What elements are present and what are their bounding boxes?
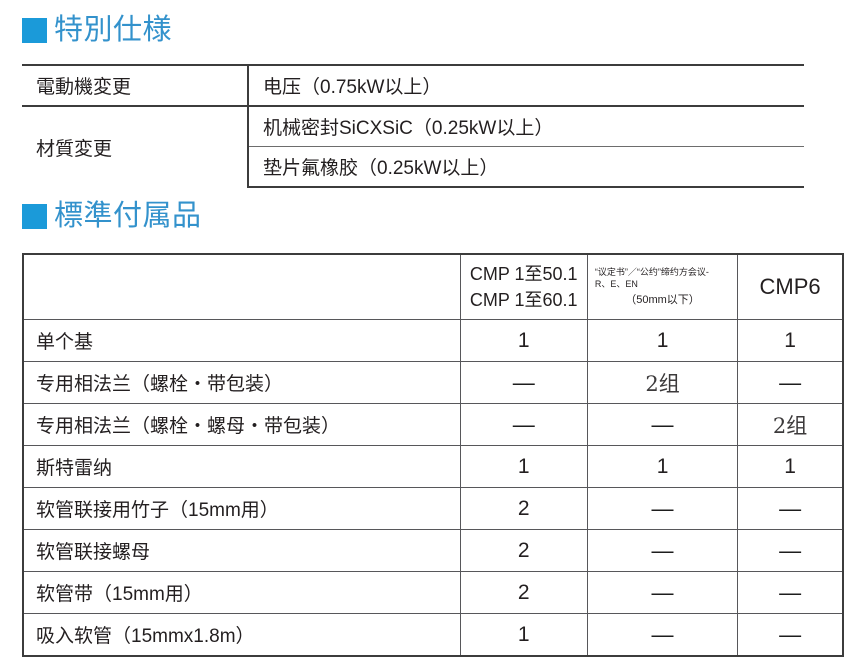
accessory-qty-protocol: —	[586, 529, 739, 572]
column-header-protocol: “议定书”／“公约”缔约方会议- R、E、EN （50mm以下）	[586, 253, 739, 320]
spec-value-mechanical-seal: 机械密封SiCXSiC（0.25kW以上）	[248, 106, 804, 147]
accessory-qty-protocol: —	[586, 571, 739, 614]
accessory-qty-cmp6: —	[737, 487, 844, 530]
column-header-name	[22, 253, 461, 320]
blue-square-marker-icon	[22, 18, 47, 43]
accessory-name: 专用相法兰（螺栓・螺母・带包装）	[22, 403, 461, 446]
section-title-standard: 標準付属品	[54, 200, 202, 232]
table-row: 软管联接用竹子（15mm用） 2— —	[22, 487, 844, 530]
accessory-qty-cmp-range: 1	[459, 613, 588, 657]
accessory-qty-cmp6: —	[737, 529, 844, 572]
table-row: 软管联接螺母 2— —	[22, 529, 844, 572]
accessory-qty-cmp-range: 1	[459, 445, 588, 488]
accessory-qty-cmp6: —	[737, 361, 844, 404]
table-row: 材質変更 机械密封SiCXSiC（0.25kW以上）	[22, 106, 804, 187]
blue-square-marker-icon	[22, 204, 47, 229]
column-header-cmp6: CMP6	[737, 253, 844, 320]
accessory-qty-protocol: —	[586, 613, 739, 657]
special-specifications-table: 電動機変更 电压（0.75kW以上） 材質変更 机械密封SiCXSiC（0.25…	[22, 64, 804, 188]
spec-value-voltage: 电压（0.75kW以上）	[248, 64, 804, 107]
accessory-qty-protocol: 2组	[586, 361, 739, 404]
table-header-row: CMP 1至50.1 CMP 1至60.1 “议定书”／“公约”缔约方会议- R…	[22, 253, 844, 320]
accessories-table-body: 单个基 1 1 1 专用相法兰（螺栓・带包装） —2组 — 专用相法兰（螺栓・螺母・带包装） —…	[22, 319, 844, 657]
accessory-qty-cmp6: 1	[737, 445, 844, 488]
accessory-qty-cmp-range: 1	[459, 319, 588, 362]
spec-label-material: 材質変更	[22, 106, 249, 187]
accessories-table-head: CMP 1至50.1 CMP 1至60.1 “议定书”／“公约”缔约方会议- R…	[22, 253, 844, 320]
accessory-qty-cmp6: 1	[737, 319, 844, 362]
accessory-qty-cmp-range: 2	[459, 529, 588, 572]
spec-value-gasket: 垫片氟橡胶（0.25kW以上）	[248, 146, 804, 188]
table-row: 電動機変更 电压（0.75kW以上）	[22, 64, 804, 107]
accessory-name: 吸入软管（15mmx1.8m）	[22, 613, 461, 657]
special-spec-body: 電動機変更 电压（0.75kW以上） 材質変更 机械密封SiCXSiC（0.25…	[22, 64, 804, 188]
table-row: 吸入软管（15mmx1.8m） 1— —	[22, 613, 844, 657]
spec-label-motor: 電動機変更	[22, 64, 249, 107]
accessory-name: 软管联接螺母	[22, 529, 461, 572]
accessory-qty-cmp-range: —	[459, 403, 588, 446]
column-header-cmp6-label: CMP6	[759, 274, 821, 299]
table-row: 单个基 1 1 1	[22, 319, 844, 362]
accessory-qty-cmp-range: —	[459, 361, 588, 404]
table-row: 软管带（15mm用） 2— —	[22, 571, 844, 614]
accessory-qty-cmp6: —	[737, 613, 844, 657]
section-heading-special: 特別仕様	[0, 16, 172, 45]
column-header-cmp-range-line1: CMP 1至50.1	[469, 263, 578, 284]
column-header-protocol-line2: R、E、EN	[594, 279, 638, 290]
column-header-cmp-range: CMP 1至50.1 CMP 1至60.1	[459, 253, 588, 320]
table-row: 专用相法兰（螺栓・带包装） —2组 —	[22, 361, 844, 404]
accessory-name: 斯特雷纳	[22, 445, 461, 488]
accessory-qty-protocol: 1	[586, 445, 739, 488]
accessory-qty-protocol: —	[586, 403, 739, 446]
section-title-special: 特別仕様	[54, 14, 173, 46]
accessory-qty-cmp6: 2组	[737, 403, 844, 446]
accessory-name: 专用相法兰（螺栓・带包装）	[22, 361, 461, 404]
section-heading-standard: 標準付属品	[0, 202, 202, 231]
accessory-qty-cmp-range: 2	[459, 571, 588, 614]
accessory-name: 软管联接用竹子（15mm用）	[22, 487, 461, 530]
accessory-qty-cmp-range: 2	[459, 487, 588, 530]
accessory-name: 单个基	[22, 319, 461, 362]
column-header-protocol-line1: “议定书”／“公约”缔约方会议-	[594, 266, 709, 277]
standard-accessories-table: CMP 1至50.1 CMP 1至60.1 “议定书”／“公约”缔约方会议- R…	[22, 253, 844, 657]
table-row: 斯特雷纳 1 1 1	[22, 445, 844, 488]
table-row: 专用相法兰（螺栓・螺母・带包装） — —2组	[22, 403, 844, 446]
accessory-qty-cmp6: —	[737, 571, 844, 614]
accessory-qty-protocol: —	[586, 487, 739, 530]
accessory-name: 软管带（15mm用）	[22, 571, 461, 614]
table-row: 垫片氟橡胶（0.25kW以上）	[22, 146, 804, 188]
accessory-qty-protocol: 1	[586, 319, 739, 362]
column-header-protocol-sub: （50mm以下）	[625, 294, 700, 307]
column-header-cmp-range-line2: CMP 1至60.1	[469, 290, 578, 310]
